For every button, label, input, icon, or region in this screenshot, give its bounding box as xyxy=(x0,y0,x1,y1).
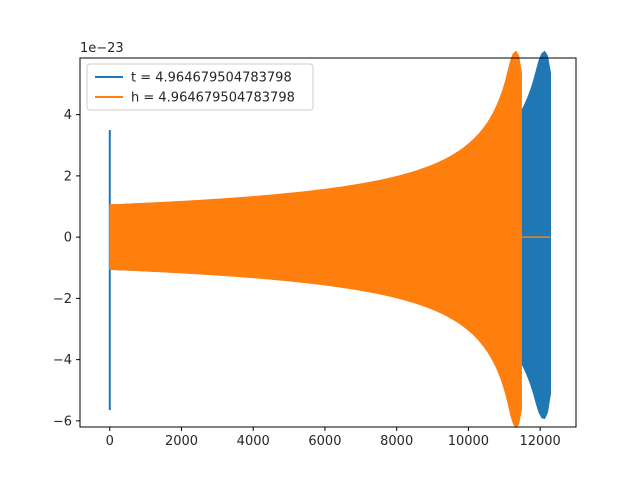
legend: t = 4.964679504783798 h = 4.9646795047837… xyxy=(86,63,314,111)
y-tick-label: −2 xyxy=(53,292,72,307)
plot-area xyxy=(108,50,551,429)
x-tick-label: 4000 xyxy=(237,434,270,449)
legend-label: h = 4.964679504783798 xyxy=(131,91,295,106)
y-tick-label: −4 xyxy=(53,353,72,368)
x-tick-label: 10000 xyxy=(448,434,489,449)
y-offset-label: 1e−23 xyxy=(80,41,124,56)
series-waveform xyxy=(109,50,522,429)
x-tick-label: 6000 xyxy=(308,434,341,449)
x-tick-label: 0 xyxy=(106,434,114,449)
x-tick-label: 12000 xyxy=(519,434,560,449)
y-tick-label: 0 xyxy=(64,231,72,246)
y-tick-label: 2 xyxy=(64,169,72,184)
x-axis: 0 2000 4000 6000 8000 10000 12000 xyxy=(106,427,561,449)
y-tick-label: 4 xyxy=(64,108,72,123)
y-tick-label: −6 xyxy=(53,414,72,429)
series-h xyxy=(109,50,551,429)
y-axis: −6 −4 −2 0 2 4 xyxy=(53,108,80,429)
x-tick-label: 2000 xyxy=(165,434,198,449)
x-tick-label: 8000 xyxy=(380,434,413,449)
legend-label: t = 4.964679504783798 xyxy=(131,71,292,86)
legend-box xyxy=(86,63,314,111)
axes-frame xyxy=(79,57,577,428)
